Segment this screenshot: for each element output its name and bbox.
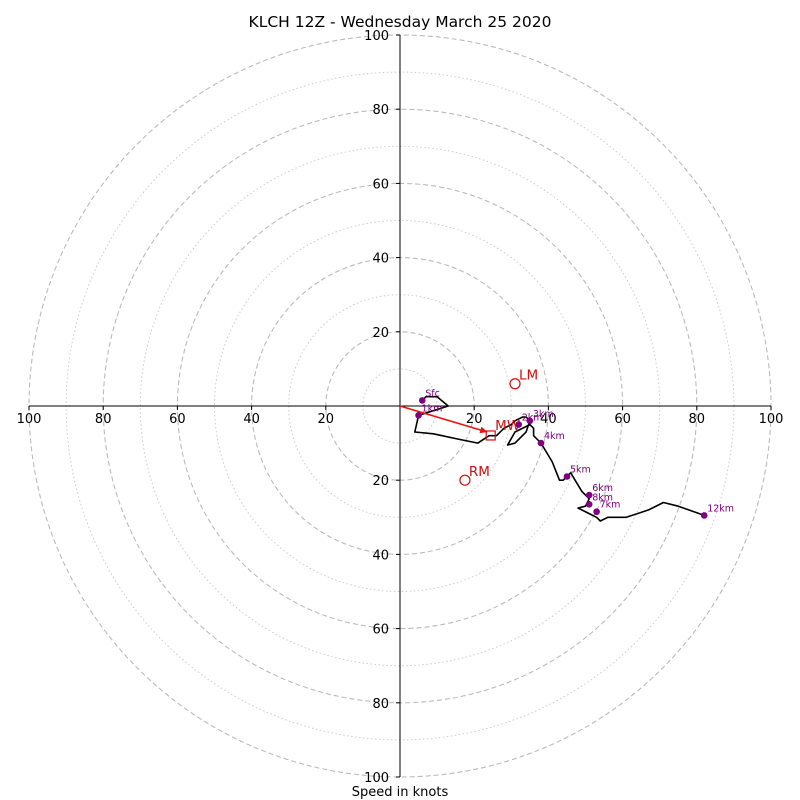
height-label-3km: 3km	[533, 409, 554, 420]
y-tick-label: 20	[372, 326, 389, 341]
x-tick-label: 80	[689, 412, 706, 427]
height-point-12km	[700, 512, 708, 519]
storm-motion-label-LM: LM	[519, 368, 538, 384]
height-label-7km: 7km	[600, 500, 621, 511]
y-tick-label: 80	[372, 103, 389, 118]
y-tick-label: 60	[372, 623, 389, 638]
height-label-8km: 8km	[592, 492, 613, 503]
hodograph-trace	[413, 395, 705, 522]
y-tick-label: 40	[372, 252, 389, 267]
x-tick-label: 20	[318, 412, 335, 427]
height-label-1km: 1km	[422, 403, 443, 414]
x-tick-label: 40	[243, 412, 260, 427]
x-tick-label: 40	[540, 412, 557, 427]
storm-motion-RM	[459, 474, 471, 486]
height-point-6km	[585, 491, 593, 499]
y-tick-label: 80	[372, 697, 389, 712]
height-label-2km: 2km	[522, 413, 543, 424]
height-point-7km	[593, 508, 600, 516]
height-point-5km	[563, 473, 571, 480]
x-tick-label: 100	[759, 412, 784, 427]
y-tick-label: 40	[372, 548, 389, 563]
height-label-5km: 5km	[570, 464, 591, 475]
mean-wind-label: MW	[495, 418, 520, 434]
axes: 100 80 60 40 20 20 40 60 80 100 100 80 60 40 20 20 40 60 8…	[17, 29, 784, 786]
chart-title: KLCH 12Z - Wednesday March 25 2020	[249, 13, 552, 31]
x-tick-label: 60	[169, 412, 186, 427]
mean-wind-vector	[399, 405, 488, 433]
height-point-3km	[526, 417, 534, 425]
height-point-1km	[415, 411, 422, 419]
storm-motion-label-RM: RM	[469, 464, 490, 480]
y-tick-label: 100	[364, 771, 389, 786]
height-point-2km	[515, 421, 523, 428]
hodograph-trace-layer	[399, 395, 705, 522]
x-tick-label: 20	[466, 412, 483, 427]
height-point-4km	[537, 439, 545, 447]
x-tick-label: 100	[17, 412, 42, 427]
y-tick-label: 60	[372, 177, 389, 192]
x-tick-label: 80	[95, 412, 112, 427]
mean-wind-arrowhead	[479, 426, 488, 434]
height-label-4km: 4km	[544, 431, 565, 442]
height-point-8km	[585, 501, 593, 508]
height-label-Sfc: Sfc	[425, 388, 440, 399]
height-point-Sfc	[418, 397, 426, 404]
x-tick-label: 60	[614, 412, 631, 427]
height-label-6km: 6km	[592, 483, 613, 494]
storm-motion-LM	[509, 378, 521, 390]
y-tick-label: 100	[364, 29, 389, 44]
y-tick-label: 20	[372, 474, 389, 489]
mean-wind-marker	[485, 430, 496, 441]
height-label-12km: 12km	[707, 503, 734, 514]
x-axis-label: Speed in knots	[352, 785, 449, 800]
